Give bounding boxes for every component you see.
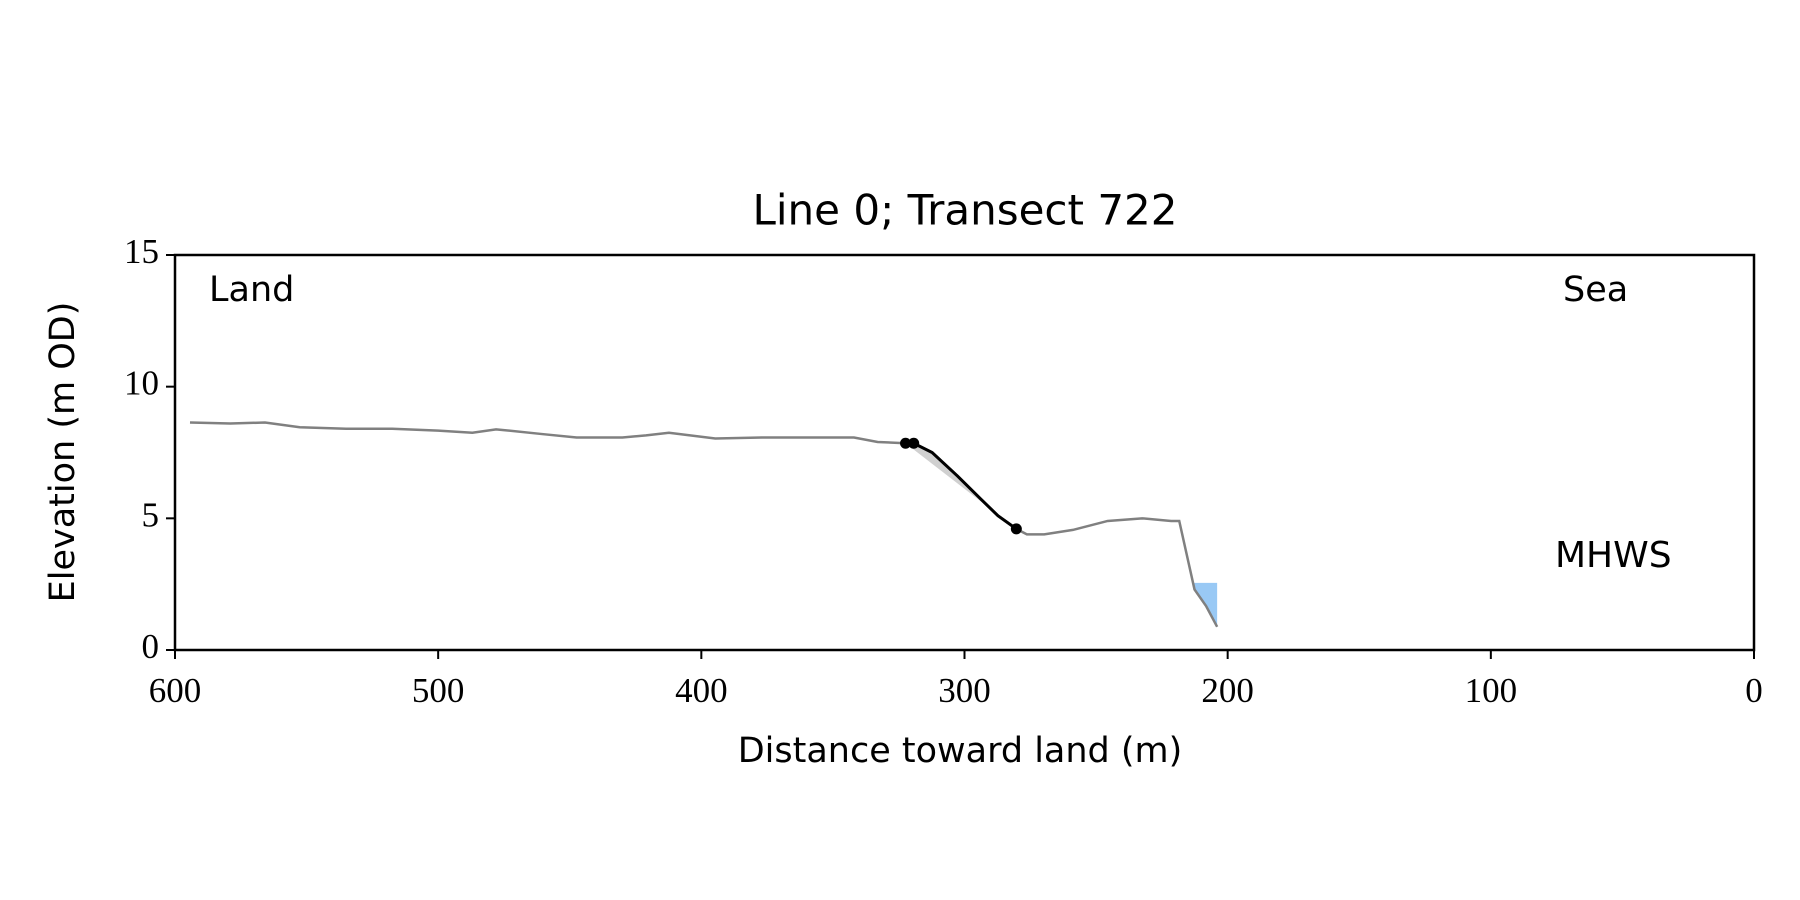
x-tick-label: 200 — [1201, 671, 1254, 710]
x-tick-label: 500 — [412, 671, 465, 710]
y-tick-label: 5 — [142, 495, 160, 534]
x-tick-label: 600 — [149, 671, 202, 710]
chart-title: Line 0; Transect 722 — [752, 186, 1177, 235]
y-tick-label: 15 — [124, 232, 159, 271]
cliff-point — [1010, 523, 1022, 535]
x-tick-label: 300 — [938, 671, 991, 710]
annotation: Land — [209, 270, 294, 310]
y-tick-label: 10 — [124, 364, 159, 403]
annotation: Sea — [1563, 270, 1628, 310]
cliff-shading — [905, 443, 1017, 529]
cliff-point — [900, 437, 912, 449]
y-axis-label: Elevation (m OD) — [43, 302, 83, 603]
x-axis-label: Distance toward land (m) — [738, 731, 1183, 771]
profile-line — [189, 421, 1219, 628]
x-tick-label: 400 — [675, 671, 728, 710]
y-tick-label: 0 — [142, 627, 160, 666]
x-tick-label: 100 — [1465, 671, 1518, 710]
cliff-point — [908, 437, 920, 449]
mhws-label: MHWS — [1555, 535, 1672, 576]
x-tick-label: 0 — [1745, 671, 1763, 710]
